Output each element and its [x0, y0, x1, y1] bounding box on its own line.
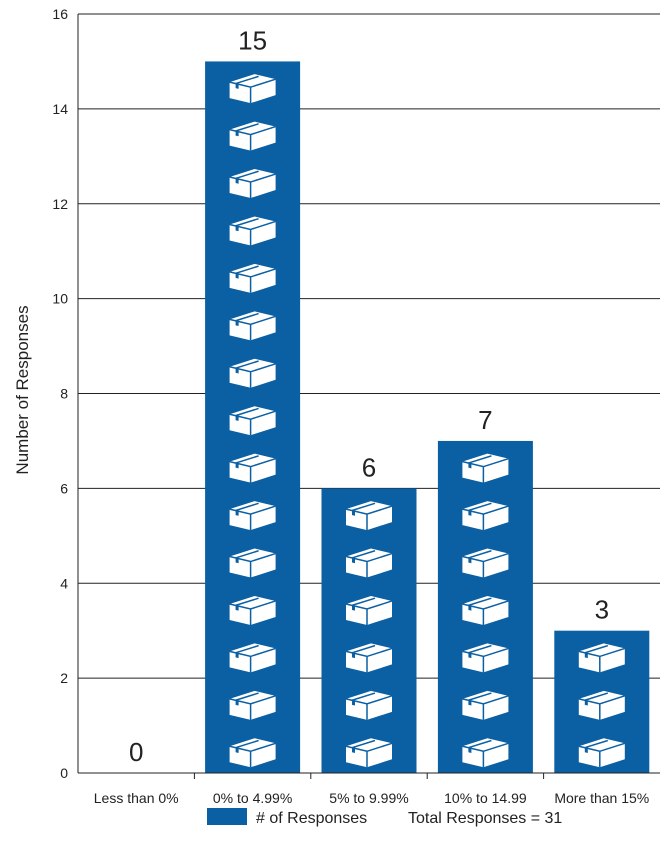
x-tick-label: 5% to 9.99%: [329, 790, 408, 806]
data-label: 15: [238, 25, 267, 55]
y-tick-label: 4: [60, 575, 68, 591]
legend: # of Responses Total Responses = 31: [207, 808, 562, 827]
y-tick-label: 12: [52, 196, 68, 212]
y-axis-label: Number of Responses: [13, 305, 32, 474]
data-label: 0: [129, 737, 143, 767]
x-tick-label: 10% to 14.99: [444, 790, 527, 806]
x-tick-label: 0% to 4.99%: [213, 790, 292, 806]
y-tick-label: 8: [60, 386, 68, 402]
y-tick-label: 0: [60, 765, 68, 781]
y-tick-label: 6: [60, 480, 68, 496]
y-tick-label: 14: [52, 101, 68, 117]
legend-label: # of Responses: [256, 810, 367, 827]
bar: [321, 488, 417, 773]
total-responses-annotation: Total Responses = 31: [408, 810, 562, 827]
x-tick-label: More than 15%: [554, 790, 649, 806]
legend-swatch: [207, 808, 247, 825]
data-label: 7: [478, 405, 492, 435]
y-tick-label: 10: [52, 291, 68, 307]
data-label: 6: [362, 452, 376, 482]
y-tick-label: 16: [52, 6, 68, 22]
data-label: 3: [595, 595, 609, 625]
x-tick-label: Less than 0%: [94, 790, 179, 806]
y-tick-label: 2: [60, 670, 68, 686]
